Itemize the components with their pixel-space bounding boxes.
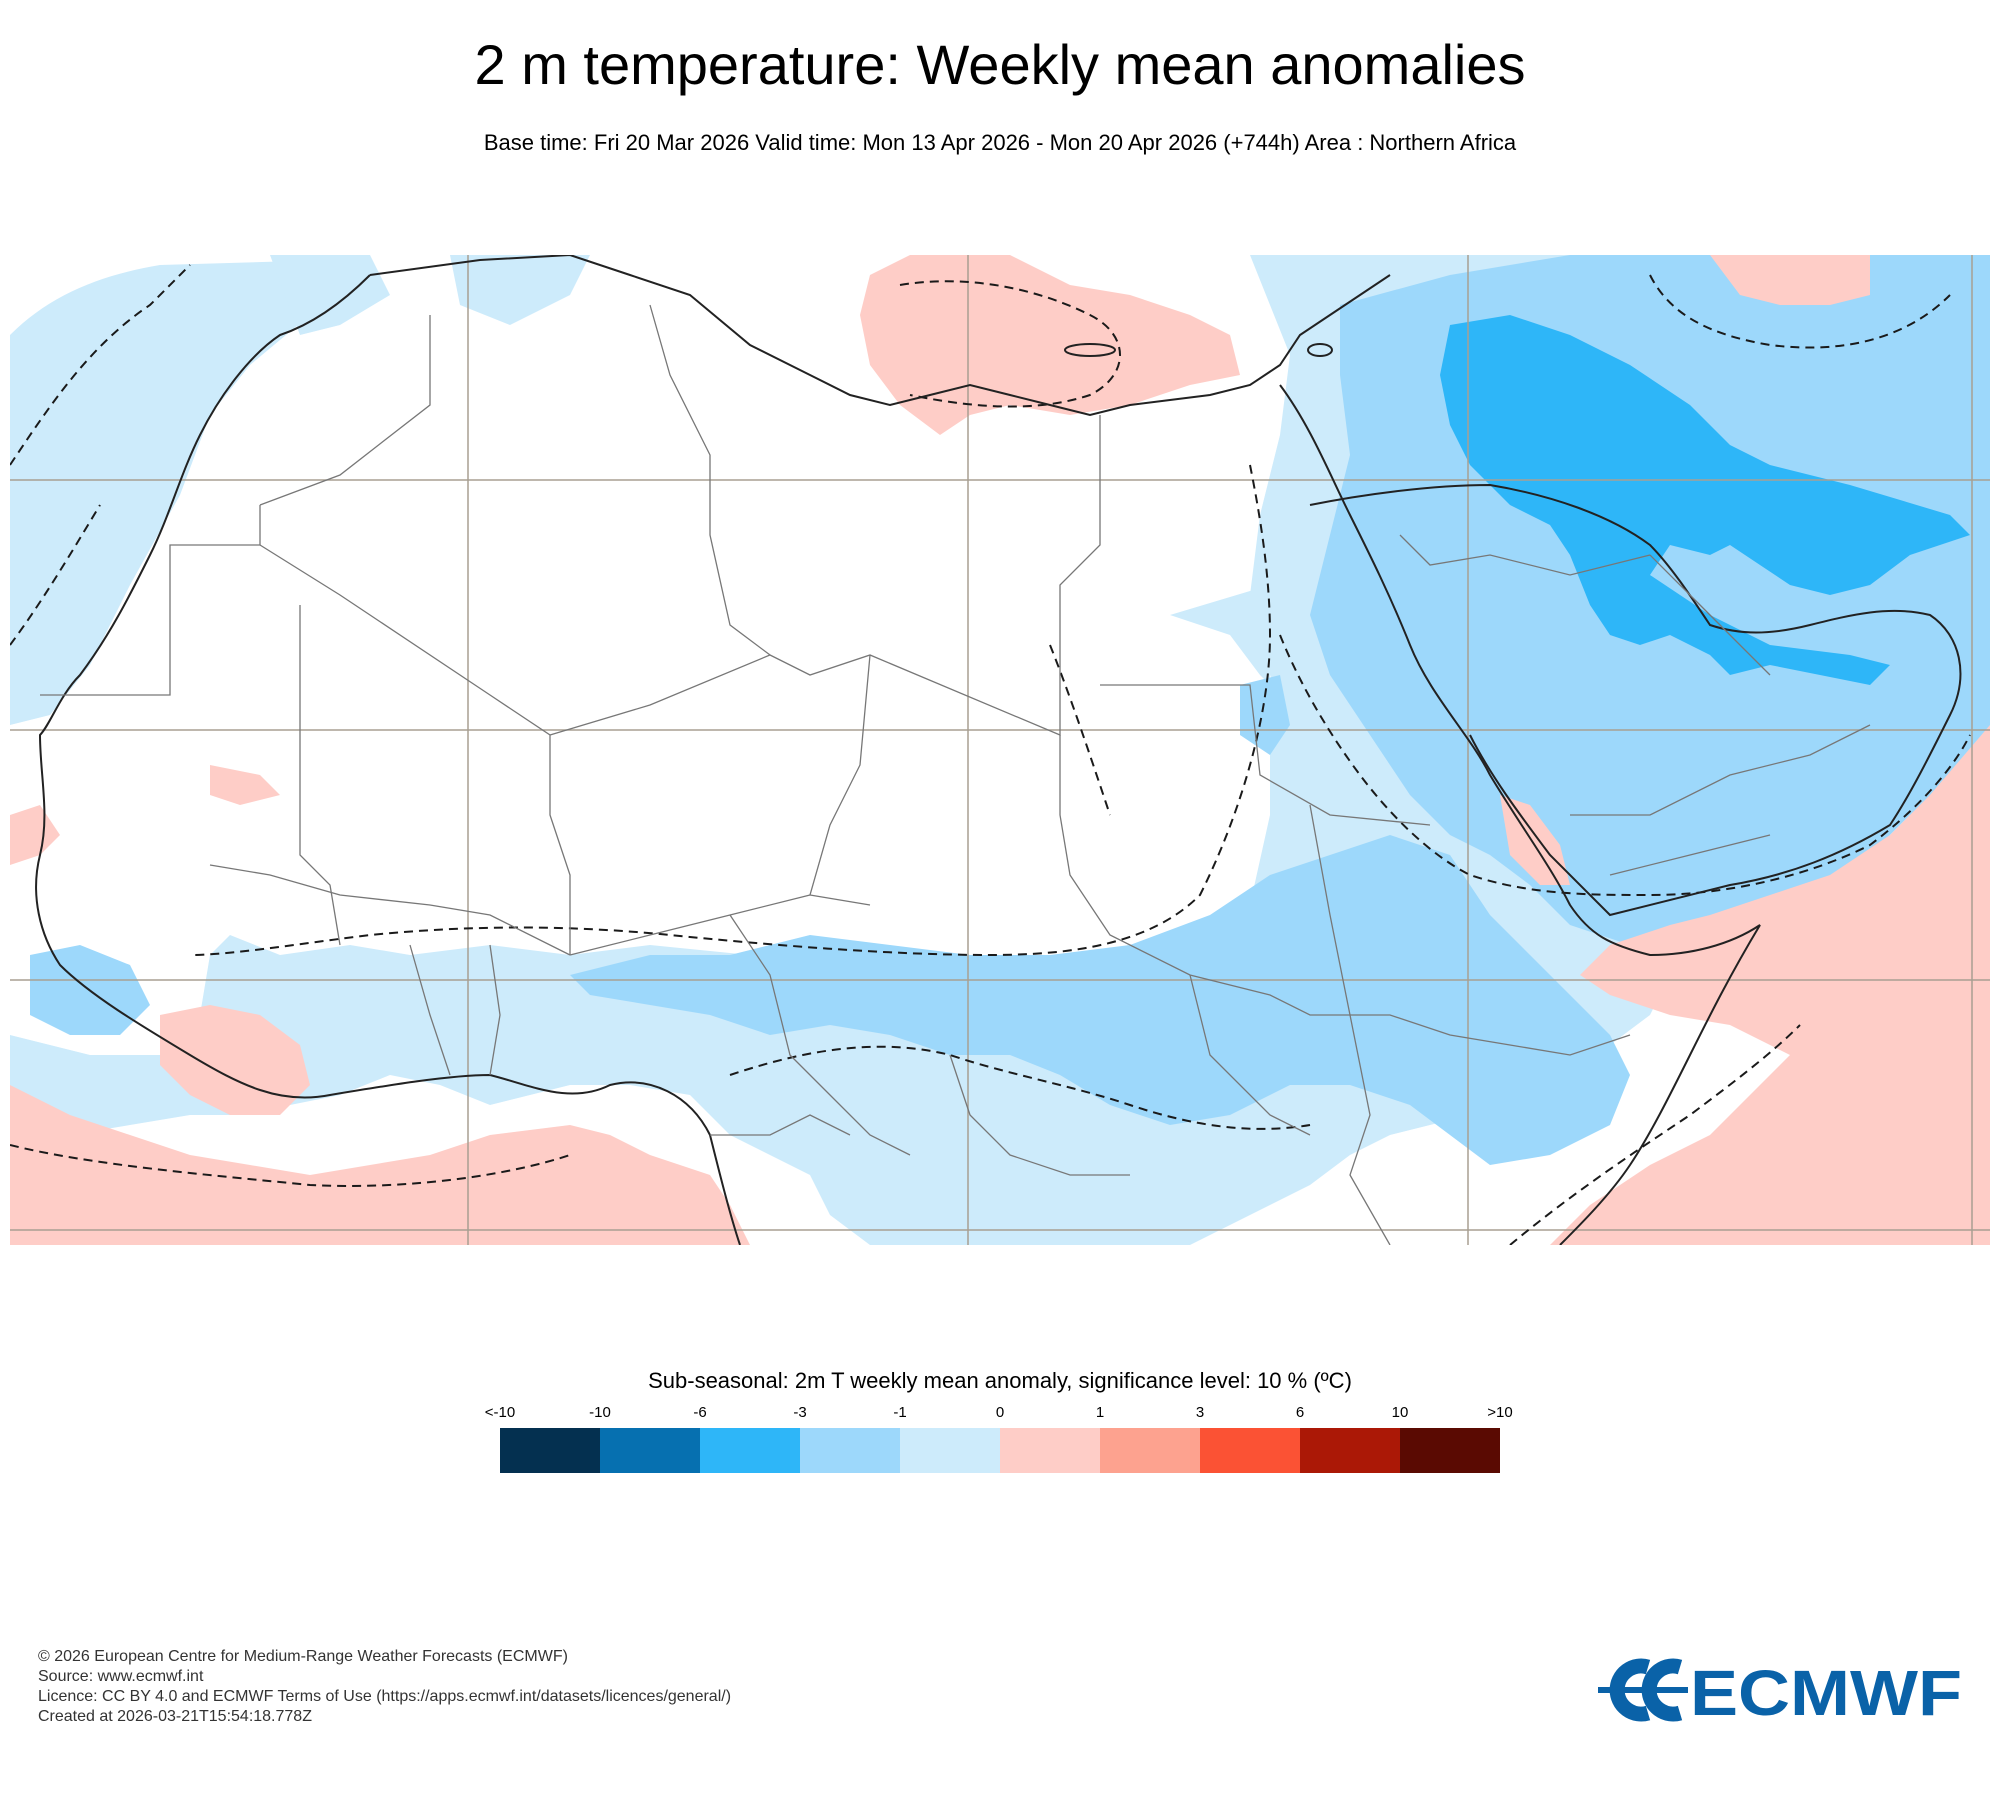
copyright-text: © 2026 European Centre for Medium-Range … xyxy=(38,1648,568,1665)
legend-tick: -3 xyxy=(793,1404,807,1421)
legend-tick: 3 xyxy=(1195,1404,1205,1421)
legend-swatch xyxy=(1100,1428,1200,1473)
legend-swatch xyxy=(800,1428,900,1473)
legend-title: Sub-seasonal: 2m T weekly mean anomaly, … xyxy=(648,1368,1352,1393)
legend-swatch xyxy=(1300,1428,1400,1473)
legend-swatch xyxy=(1200,1428,1300,1473)
legend-tick: 1 xyxy=(1095,1404,1105,1421)
legend-tick: -6 xyxy=(693,1404,707,1421)
legend-tick: 6 xyxy=(1295,1404,1305,1421)
legend-swatch xyxy=(700,1428,800,1473)
legend-swatch xyxy=(500,1428,600,1473)
footer-credits: © 2026 European Centre for Medium-Range … xyxy=(38,1647,1138,1727)
legend-tick: <-10 xyxy=(484,1404,516,1421)
ecmwf-logo[interactable]: ECMWF xyxy=(1588,1655,1968,1725)
legend-swatch xyxy=(600,1428,700,1473)
source-link[interactable]: Source: www.ecmwf.int xyxy=(38,1668,204,1685)
legend-swatch xyxy=(1400,1428,1500,1473)
chart-subtitle: Base time: Fri 20 Mar 2026 Valid time: M… xyxy=(483,130,1517,155)
legend-tick: 10 xyxy=(1391,1404,1409,1421)
chart-title: 2 m temperature: Weekly mean anomalies xyxy=(474,33,1526,96)
legend-tick: 0 xyxy=(995,1404,1005,1421)
legend-ticks: <-10 -10 -6 -3 -1 0 1 3 6 10 >10 xyxy=(485,1403,1513,1423)
legend-swatch xyxy=(1000,1428,1100,1473)
legend-tick: -10 xyxy=(589,1404,611,1421)
ecmwf-logo-text: ECMWF xyxy=(1690,1657,1962,1725)
legend-tick: >10 xyxy=(1487,1404,1513,1421)
legend-swatch xyxy=(900,1428,1000,1473)
legend-tick: -1 xyxy=(893,1404,907,1421)
anomaly-dark-blue-areas xyxy=(1440,315,1970,685)
legend-color-bar xyxy=(500,1428,1500,1473)
licence-text: Licence: CC BY 4.0 and ECMWF Terms of Us… xyxy=(38,1688,732,1705)
significance-contours xyxy=(10,264,1971,1245)
anomaly-light-pink-areas xyxy=(10,255,1990,1245)
anomaly-map[interactable] xyxy=(10,255,1990,1245)
graticule xyxy=(10,255,1990,1245)
country-borders xyxy=(40,304,1871,1245)
created-timestamp: Created at 2026-03-21T15:54:18.778Z xyxy=(38,1708,312,1725)
coastlines xyxy=(35,255,1962,1245)
